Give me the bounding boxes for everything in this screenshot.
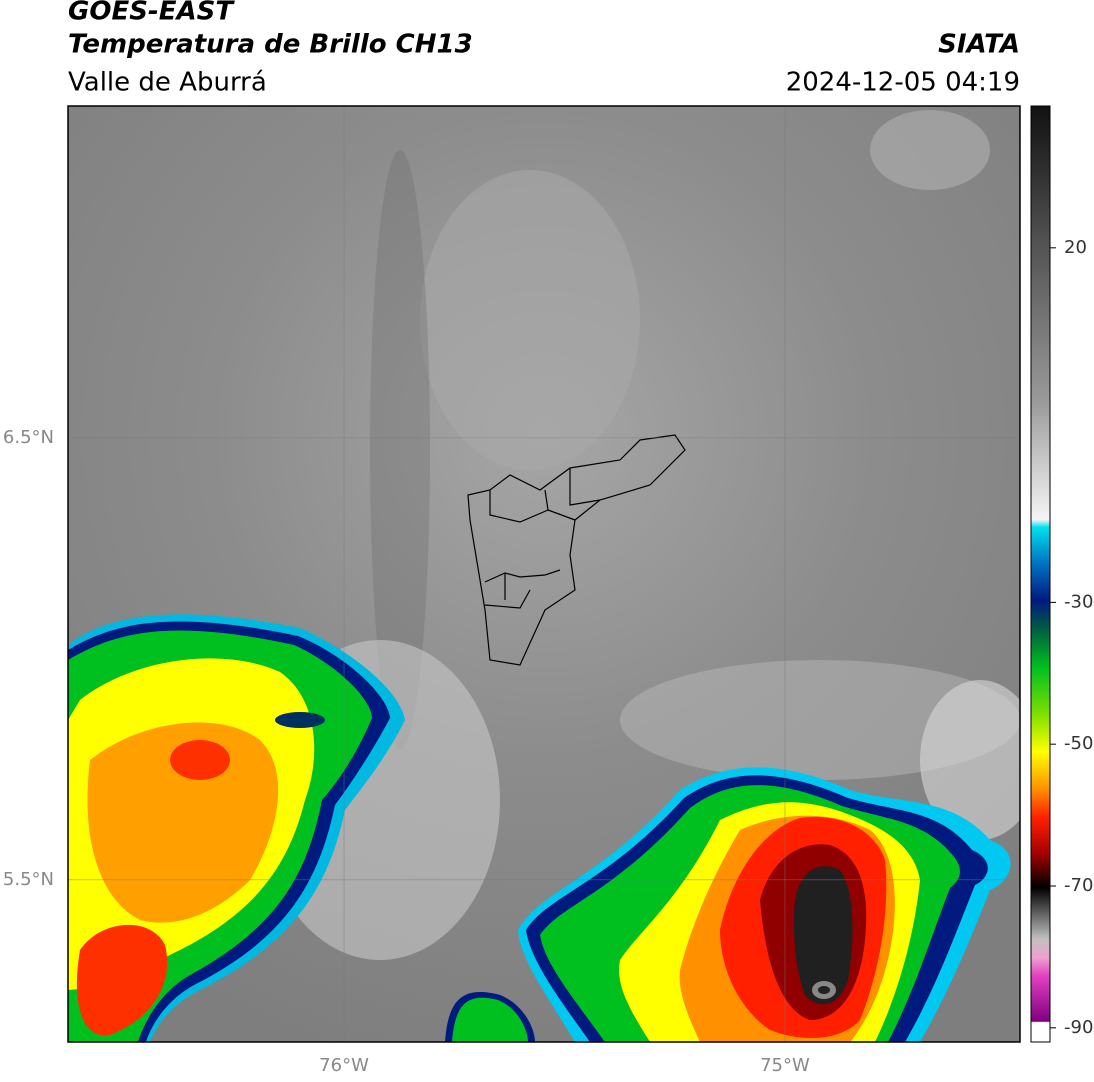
colorbar-tick-label: -50 — [1064, 733, 1093, 754]
region: Valle de Aburrá — [68, 68, 267, 98]
map-frame — [67, 105, 1021, 1043]
grid — [68, 106, 1020, 1042]
datetime: 2024-12-05 04:19 — [786, 68, 1020, 98]
colorbar-tick-label: 20 — [1064, 237, 1087, 258]
colorbar-tick-label: -90 — [1064, 1017, 1093, 1038]
x-tick-label: 76°W — [319, 1055, 369, 1076]
product: Temperatura de Brillo CH13 — [68, 30, 473, 60]
map-image — [68, 106, 1020, 1042]
satellite: GOES-EAST — [68, 0, 235, 27]
colorbar-tick-label: -70 — [1064, 875, 1093, 896]
colorbar — [1030, 105, 1051, 1043]
source: SIATA — [938, 30, 1020, 60]
y-tick-label: 6.5°N — [3, 427, 54, 448]
colorbar-tick-label: -30 — [1064, 591, 1093, 612]
x-tick-label: 75°W — [760, 1055, 810, 1076]
y-tick-label: 5.5°N — [3, 869, 54, 890]
